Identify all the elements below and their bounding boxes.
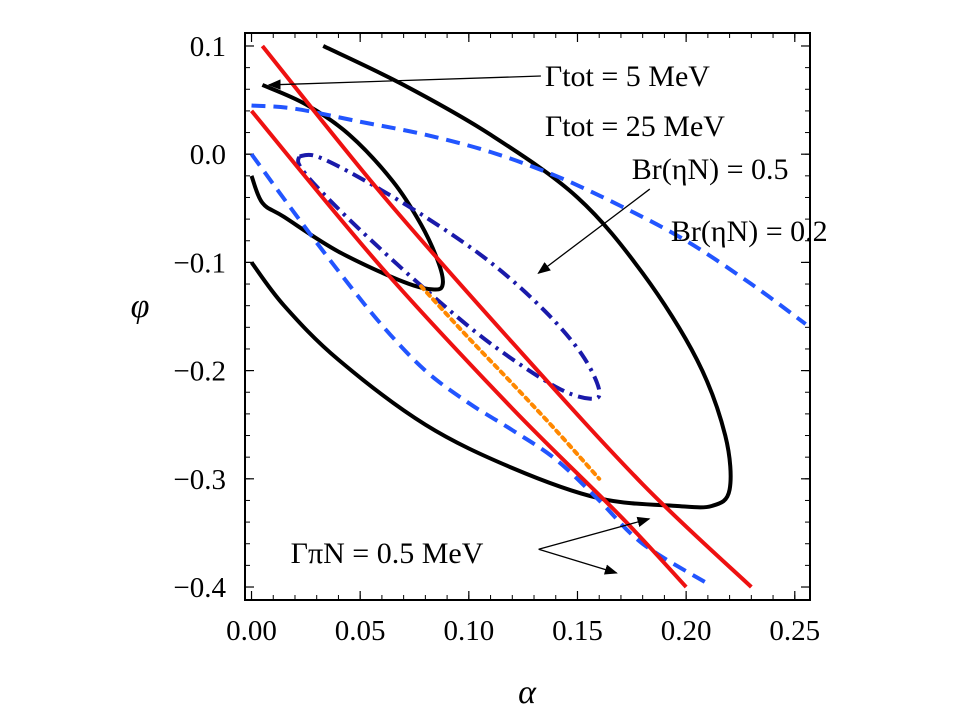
x-axis-title: α [518, 674, 537, 711]
annotation-arrow-4-1 [538, 548, 618, 575]
x-tick-labels: 0.00 0.05 0.10 0.15 0.20 0.25 [226, 615, 820, 647]
annotation-arrow-2-0 [537, 188, 651, 275]
annotation-label-1: Γtot = 25 MeV [545, 110, 725, 143]
y-tick-label: 0.0 [190, 139, 226, 171]
series-curve-0 [249, 83, 445, 292]
annotation-label-4: ΓπN = 0.5 MeV [291, 537, 484, 570]
x-tick-label: 0.10 [443, 615, 494, 647]
series-curve-6 [249, 109, 688, 589]
x-tick-label: 0.15 [552, 615, 603, 647]
annotation-labels: Γtot = 5 MeV Γtot = 25 MeV Br(ηN) = 0.5 Br(… [291, 60, 828, 570]
x-tick-label: 0.05 [335, 615, 386, 647]
y-tick-label: −0.1 [173, 247, 226, 279]
curves-group [249, 44, 807, 589]
y-tick-labels: 0.1 0.0 −0.1 −0.2 −0.3 −0.4 [173, 31, 226, 604]
annotation-arrows [267, 75, 651, 575]
x-tick-label: 0.00 [226, 615, 277, 647]
annotation-label-0: Γtot = 5 MeV [545, 60, 710, 93]
annotation-arrow-4-0 [538, 516, 651, 550]
ticks-group [245, 33, 810, 600]
y-tick-label: −0.4 [173, 572, 226, 604]
y-tick-label: −0.2 [173, 356, 226, 388]
x-tick-label: 0.20 [661, 615, 712, 647]
annotation-label-3: Br(ηN) = 0.2 [671, 215, 828, 248]
series-curve-4 [249, 153, 709, 586]
x-tick-label: 0.25 [769, 615, 820, 647]
annotation-arrow-0-0 [267, 75, 541, 90]
series-curve-2 [296, 152, 602, 401]
series-curve-7 [419, 284, 602, 481]
plot-frame [244, 32, 811, 601]
series-curve-1 [249, 44, 733, 510]
y-axis-title: φ [131, 288, 150, 325]
annotation-label-2: Br(ηN) = 0.5 [632, 153, 789, 186]
series-curve-5 [260, 44, 753, 589]
y-tick-label: 0.1 [190, 31, 226, 63]
y-tick-label: −0.3 [173, 464, 226, 496]
